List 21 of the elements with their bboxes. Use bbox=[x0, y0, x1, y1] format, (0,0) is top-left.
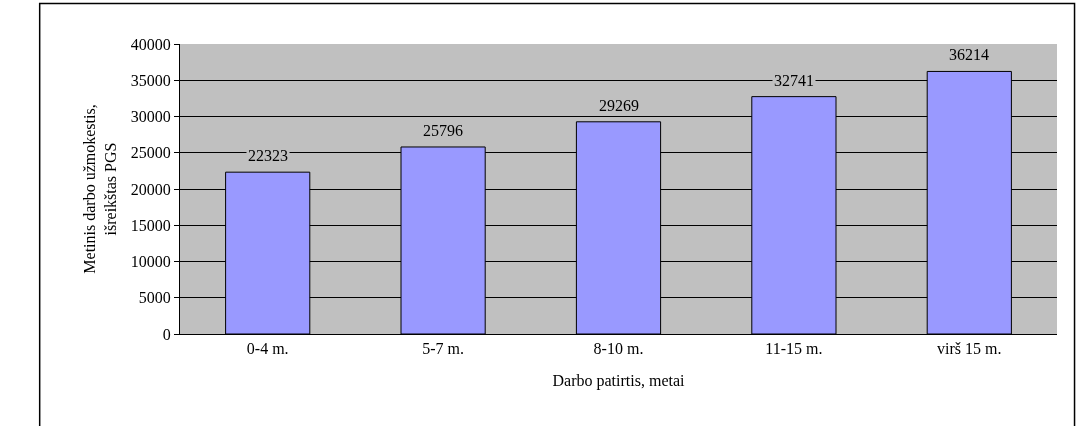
data-label: 25796 bbox=[423, 122, 463, 139]
x-tick-label: 11-15 m. bbox=[765, 340, 823, 358]
y-tick-label: 25000 bbox=[130, 144, 171, 162]
y-tick-label: 5000 bbox=[138, 289, 171, 307]
x-tick-label: virš 15 m. bbox=[937, 340, 1002, 358]
y-tick-label: 0 bbox=[162, 325, 171, 343]
x-tick-label: 0-4 m. bbox=[246, 340, 289, 358]
y-tick-label: 20000 bbox=[130, 180, 171, 198]
y-tick-label: 15000 bbox=[130, 216, 171, 234]
data-label: 22323 bbox=[248, 147, 288, 164]
y-tick-label: 35000 bbox=[130, 71, 171, 89]
x-tick-label: 5-7 m. bbox=[422, 340, 464, 358]
x-axis-title: Darbo patirtis, metai bbox=[552, 371, 686, 390]
data-label: 32741 bbox=[774, 72, 814, 89]
data-label: 36214 bbox=[949, 46, 989, 63]
y-tick-label: 40000 bbox=[130, 35, 171, 53]
y-axis-title: Metinis darbo užmokestis, išreikštas PGS bbox=[80, 104, 119, 274]
y-tick-label: 10000 bbox=[130, 253, 171, 271]
y-tick-label: 30000 bbox=[130, 108, 171, 126]
x-tick-label: 8-10 m. bbox=[593, 340, 644, 358]
data-label: 29269 bbox=[599, 97, 639, 114]
